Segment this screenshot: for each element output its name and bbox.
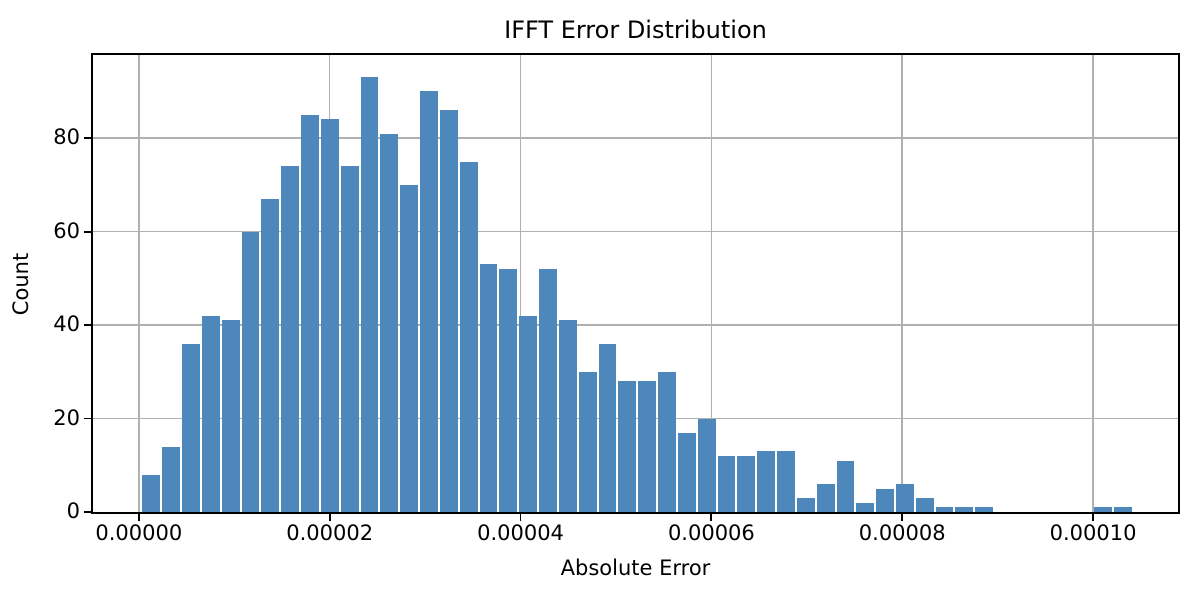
histogram-bar <box>955 507 974 512</box>
y-tick-mark <box>84 137 91 140</box>
x-tick-mark <box>1092 514 1094 521</box>
x-tick-label: 0.00006 <box>667 521 755 545</box>
x-axis-label: Absolute Error <box>560 556 711 580</box>
histogram-bar <box>856 502 875 512</box>
histogram-bar <box>420 91 438 512</box>
x-tick-mark <box>137 514 140 521</box>
y-tick-label: 80 <box>53 125 80 150</box>
x-gridline <box>138 55 140 512</box>
x-gridline <box>901 55 903 512</box>
x-tick-mark <box>519 514 522 521</box>
x-tick-label: 0.00000 <box>95 521 183 545</box>
x-gridline <box>1092 55 1094 512</box>
histogram-bar <box>479 264 498 512</box>
histogram-bar <box>340 166 359 512</box>
histogram-bar <box>499 269 518 512</box>
histogram-bar <box>618 381 637 512</box>
y-tick-label: 60 <box>53 218 80 243</box>
y-gridline <box>93 137 1178 139</box>
x-tick-mark <box>710 514 713 521</box>
y-tick-label: 0 <box>66 499 80 523</box>
plot-area <box>93 55 1178 512</box>
histogram-bar <box>836 460 855 512</box>
histogram-bar <box>757 451 776 512</box>
y-tick-label: 40 <box>53 312 80 337</box>
histogram-bar <box>182 343 200 512</box>
histogram-bar <box>558 320 577 512</box>
histogram-bar <box>360 77 379 512</box>
histogram-bar <box>301 114 319 512</box>
x-tick-mark <box>328 514 331 521</box>
y-gridline <box>93 230 1178 233</box>
histogram-bar <box>638 381 657 512</box>
histogram-bar <box>975 507 994 512</box>
y-tick-mark <box>84 324 91 326</box>
histogram-bar <box>162 446 181 512</box>
histogram-bar <box>221 320 240 512</box>
x-tick-label: 0.00002 <box>286 521 374 545</box>
histogram-bar <box>241 231 260 512</box>
histogram-bar <box>717 455 736 512</box>
x-tick-label: 0.00008 <box>858 521 946 545</box>
histogram-bar <box>519 315 538 512</box>
x-gridline <box>519 55 522 512</box>
histogram-bar <box>737 455 756 512</box>
chart-title: IFFT Error Distribution <box>504 16 767 44</box>
histogram-bar <box>1094 507 1113 512</box>
histogram-bar <box>578 371 597 512</box>
histogram-bar <box>697 418 716 512</box>
histogram-bar <box>935 507 954 512</box>
y-tick-mark <box>84 230 91 233</box>
histogram-bar <box>320 119 339 512</box>
x-tick-label: 0.00004 <box>477 521 564 545</box>
histogram-bar <box>796 497 815 512</box>
histogram-bar <box>896 483 914 512</box>
histogram-bar <box>201 315 220 512</box>
histogram-bar <box>598 343 617 512</box>
histogram-bar <box>539 269 557 512</box>
histogram-bar <box>261 198 280 512</box>
y-tick-label: 20 <box>53 405 80 430</box>
histogram-bar <box>281 166 300 512</box>
histogram-bar <box>658 371 676 512</box>
y-tick-mark <box>84 511 91 513</box>
histogram-bar <box>816 483 835 512</box>
histogram-bar <box>1114 507 1132 512</box>
histogram-bar <box>677 432 696 512</box>
x-tick-label: 0.00010 <box>1049 521 1137 545</box>
y-tick-mark <box>84 417 91 420</box>
histogram-bar <box>380 133 399 512</box>
histogram-bar <box>400 184 419 512</box>
histogram-bar <box>439 110 458 512</box>
histogram-bar <box>142 474 161 512</box>
histogram-bar <box>459 161 478 512</box>
histogram-bar <box>876 488 894 512</box>
x-gridline <box>710 55 713 512</box>
histogram-bar <box>915 497 934 512</box>
x-tick-mark <box>901 514 904 521</box>
histogram-bar <box>777 451 795 512</box>
y-gridline <box>93 324 1178 326</box>
